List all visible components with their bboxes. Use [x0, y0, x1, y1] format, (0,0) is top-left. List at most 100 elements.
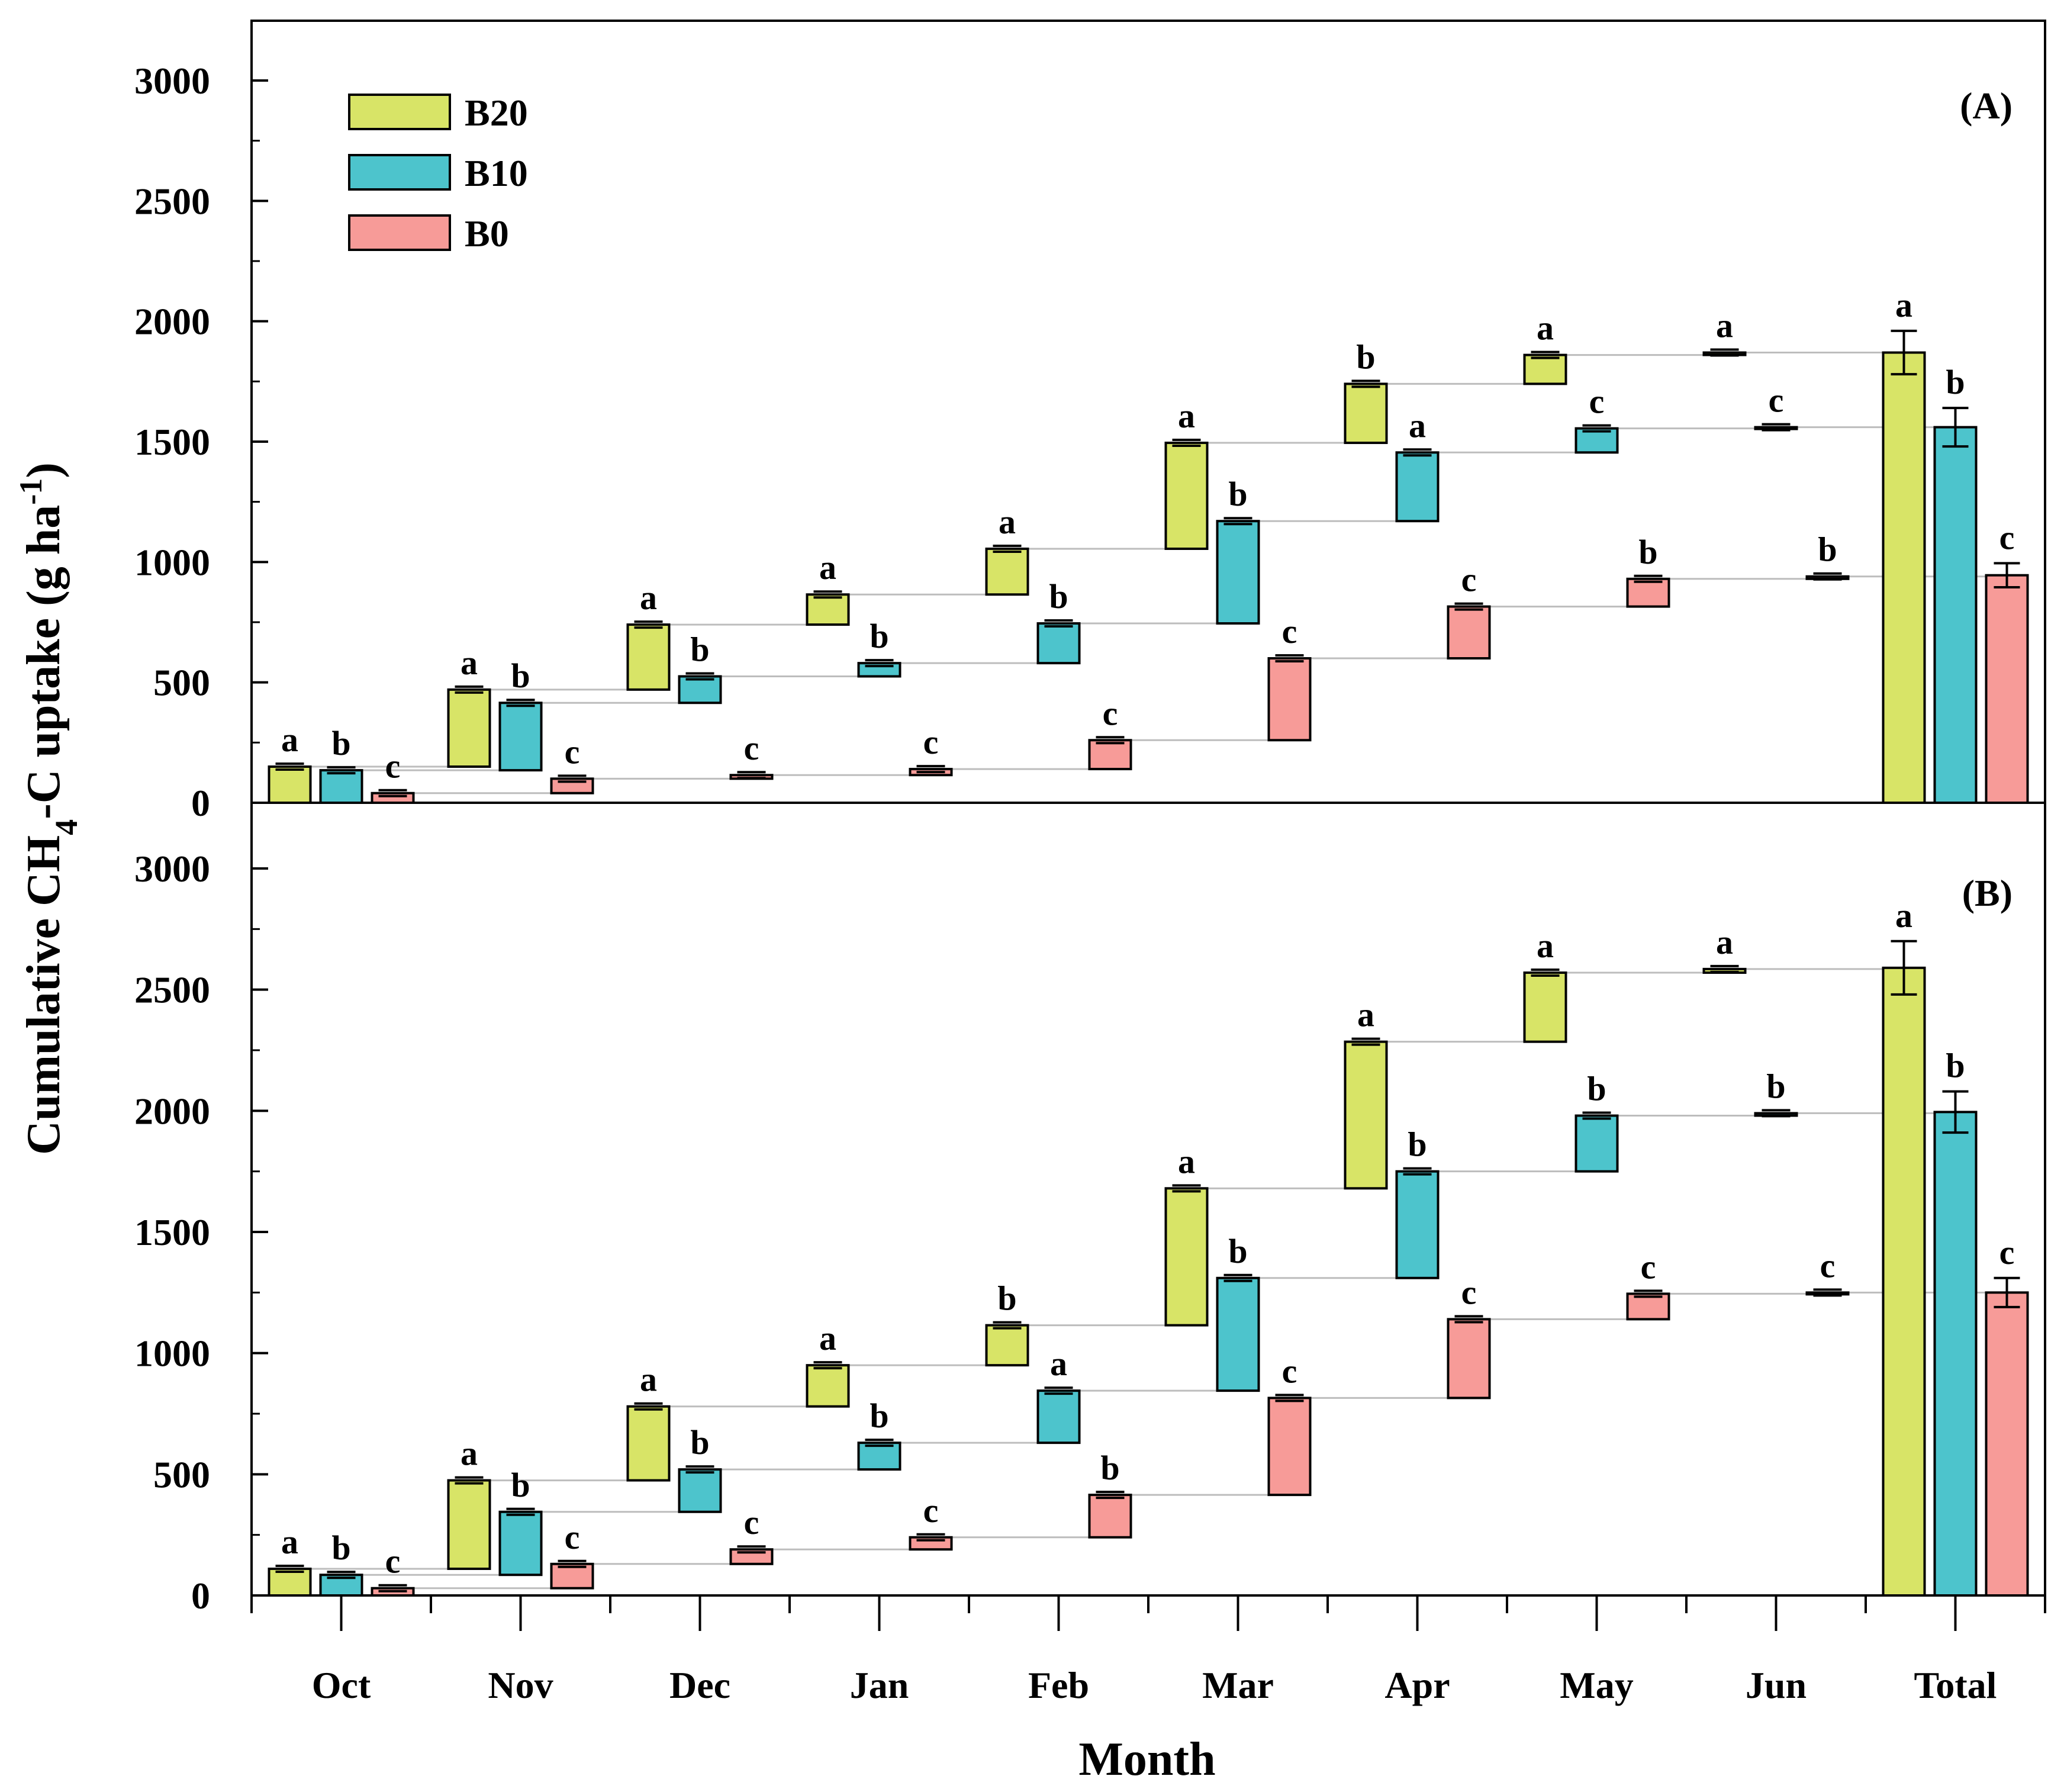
y-tick-label-b: 2500: [134, 969, 210, 1011]
significance-letter-a: c: [565, 732, 580, 771]
significance-letter-a: a: [1537, 309, 1554, 348]
significance-letter-a: b: [1638, 533, 1657, 571]
legend: B20 B10 B0: [348, 92, 528, 255]
significance-letter-a: c: [923, 723, 939, 761]
significance-letter-b: c: [1282, 1352, 1297, 1390]
y-axis-title-subscript: 4: [49, 819, 84, 835]
y-tick-label-b: 1500: [134, 1211, 210, 1253]
significance-letter-b: b: [1766, 1067, 1785, 1105]
significance-letter-b: c: [1461, 1273, 1477, 1311]
x-tick-label-feb: Feb: [1028, 1664, 1089, 1706]
bar-b20-feb-b: [985, 1324, 1029, 1367]
bar-b10-apr-b: [1395, 1170, 1440, 1279]
significance-letter-a: a: [1409, 406, 1426, 445]
x-axis-title: Month: [1078, 1733, 1215, 1785]
total-letter-b: a: [1895, 896, 1912, 935]
y-tick-label-a: 500: [153, 662, 210, 704]
y-tick-label-b: 0: [191, 1575, 210, 1617]
x-tick-label-nov: Nov: [488, 1664, 553, 1706]
significance-letter-a: c: [1769, 381, 1784, 420]
bar-b20-oct-a: [268, 765, 312, 804]
bar-b10-may-b: [1574, 1114, 1619, 1173]
significance-letter-b: c: [385, 1542, 401, 1581]
significance-letter-b: b: [331, 1529, 350, 1567]
x-tick-label-oct: Oct: [312, 1664, 371, 1706]
bar-b0-may-b: [1626, 1292, 1670, 1321]
total-letter-b: b: [1946, 1047, 1965, 1085]
significance-letter-a: b: [511, 657, 530, 695]
bar-b0-apr-a: [1447, 605, 1491, 659]
bar-b20-may-a: [1523, 353, 1567, 385]
bar-b10-dec-a: [678, 675, 722, 704]
bar-b0-may-a: [1626, 577, 1670, 608]
significance-letter-b: c: [923, 1491, 939, 1530]
bar-b10-jan-b: [857, 1442, 901, 1471]
significance-letter-a: c: [385, 747, 401, 786]
significance-letter-b: b: [511, 1466, 530, 1504]
y-tick-label-a: 3000: [134, 60, 210, 102]
bar-b0-feb-b: [1088, 1494, 1132, 1539]
significance-letter-a: a: [1178, 397, 1195, 435]
significance-letter-a: c: [1103, 694, 1118, 732]
bar-b10-feb-a: [1036, 622, 1081, 665]
significance-letter-b: a: [819, 1319, 836, 1357]
significance-letter-b: a: [1716, 923, 1733, 961]
bar-b0-jun-b: [1805, 1291, 1850, 1296]
bar-b10-mar-a: [1216, 520, 1260, 625]
significance-letter-a: c: [1589, 382, 1605, 421]
significance-letter-a: b: [690, 630, 709, 669]
bar-b0-mar-b: [1267, 1397, 1312, 1497]
significance-letter-a: c: [1282, 612, 1297, 651]
y-tick-label-b: 500: [153, 1453, 210, 1495]
x-axis: Oct Nov Dec Jan Feb Mar Apr May Jun Total: [250, 1595, 2046, 1706]
significance-letter-b: c: [1641, 1247, 1656, 1286]
bar-b20-dec-b: [626, 1405, 671, 1482]
x-tick-label-total: Total: [1914, 1664, 1997, 1706]
total-bar-b0-b: [1985, 1291, 2029, 1597]
significance-letter-b: a: [281, 1523, 298, 1561]
significance-letter-b: c: [1820, 1246, 1836, 1285]
total-letter-b: c: [1999, 1233, 2015, 1272]
significance-letter-b: b: [690, 1423, 709, 1462]
significance-letter-b: b: [1587, 1070, 1606, 1108]
total-letter-a: a: [1895, 286, 1912, 324]
bar-b20-mar-b: [1164, 1187, 1209, 1327]
y-tick-label-a: 2000: [134, 301, 210, 343]
total-bar-b10-a: [1933, 426, 1978, 804]
total-letter-a: b: [1946, 363, 1965, 401]
significance-letter-a: c: [744, 729, 759, 767]
significance-letter-b: b: [997, 1279, 1016, 1318]
bar-b0-oct-a: [371, 792, 415, 804]
bar-b20-oct-b: [268, 1567, 312, 1597]
significance-letter-a: b: [1049, 577, 1068, 616]
bar-b20-mar-a: [1164, 442, 1209, 550]
bar-b20-dec-a: [626, 623, 671, 691]
bar-b0-feb-a: [1088, 739, 1132, 771]
significance-letter-b: c: [565, 1518, 580, 1556]
significance-letter-b: b: [1100, 1449, 1119, 1487]
bar-b0-apr-b: [1447, 1318, 1491, 1400]
y-axis-title-part-2: -C uptake (g ha: [18, 505, 70, 819]
significance-letter-a: a: [819, 548, 836, 587]
bar-b10-mar-b: [1216, 1276, 1260, 1392]
significance-letter-b: b: [870, 1397, 888, 1435]
significance-letter-a: a: [640, 578, 657, 617]
bar-b20-may-b: [1523, 971, 1567, 1043]
legend-label-b20: B20: [465, 92, 528, 134]
y-axis-title-part-1: Cumulative CH: [18, 835, 70, 1155]
total-bar-b20-b: [1882, 966, 1926, 1597]
total-bar-b0-a: [1985, 574, 2029, 804]
significance-letter-b: a: [1537, 926, 1554, 965]
x-tick-label-apr: Apr: [1384, 1664, 1450, 1706]
bar-b10-nov-a: [498, 702, 543, 772]
y-tick-label-a: 2500: [134, 180, 210, 222]
significance-letter-a: b: [1356, 337, 1375, 376]
bar-b10-apr-a: [1395, 451, 1440, 523]
total-letter-a: c: [1999, 518, 2015, 556]
significance-letter-a: a: [281, 720, 298, 759]
x-tick-label-jun: Jun: [1746, 1664, 1807, 1706]
bar-b20-apr-a: [1344, 382, 1388, 445]
bar-b10-nov-b: [498, 1510, 543, 1577]
